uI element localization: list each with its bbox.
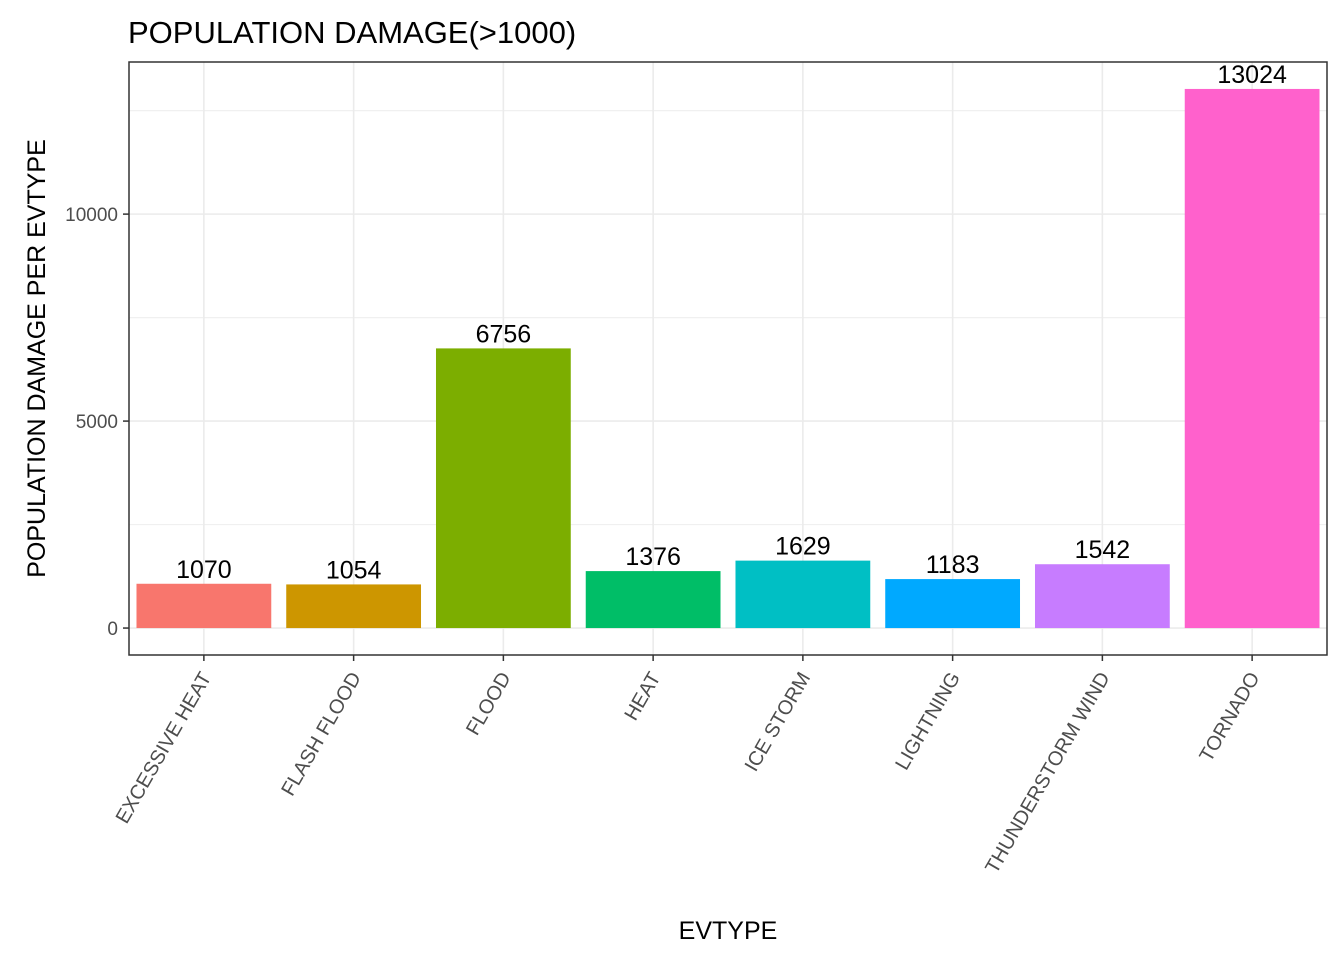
bar [286, 584, 422, 629]
bars [136, 88, 1320, 629]
y-axis: 0 5000 10000 [65, 205, 129, 640]
x-axis: EXCESSIVE HEAT FLASH FLOOD FLOOD HEAT ICE ST… [112, 655, 1265, 878]
bar [585, 571, 721, 629]
grid-minor [129, 110, 1327, 526]
x-tick-label: ICE STORM [741, 669, 815, 776]
panel-border [128, 61, 1328, 656]
x-tick-label: THUNDERSTORM WIND [981, 669, 1114, 878]
bar [1184, 88, 1320, 629]
bar [735, 560, 871, 629]
bar [435, 348, 571, 629]
y-tick-label: 0 [107, 619, 118, 640]
bar [1034, 564, 1170, 629]
x-tick-label: FLOOD [462, 669, 516, 740]
x-tick-label: LIGHTNING [891, 669, 965, 774]
x-tick-label: FLASH FLOOD [277, 669, 366, 800]
bar-label: 6756 [476, 320, 532, 348]
plot-panel: 1070 1054 6756 1376 1629 1183 1542 13024 [128, 61, 1328, 656]
bar-label: 1629 [775, 533, 831, 561]
bar-label: 1054 [326, 556, 382, 584]
bar-label: 1183 [926, 551, 980, 579]
bar [885, 579, 1021, 629]
bar-label: 1542 [1075, 536, 1131, 564]
chart-title: POPULATION DAMAGE(>1000) [128, 15, 576, 50]
x-tick-label: EXCESSIVE HEAT [112, 669, 216, 828]
y-tick-label: 5000 [76, 412, 118, 433]
y-tick-label: 10000 [65, 205, 118, 226]
x-tick-label: HEAT [620, 669, 665, 725]
y-axis-title: POPULATION DAMAGE PER EVTYPE [23, 139, 51, 578]
bar-label: 13024 [1217, 61, 1287, 89]
x-tick-label: TORNADO [1196, 669, 1265, 766]
bar [136, 583, 272, 629]
bar-label: 1070 [176, 556, 232, 584]
bar-label: 1376 [625, 543, 681, 571]
x-axis-title: EVTYPE [679, 917, 778, 945]
bar-labels: 1070 1054 6756 1376 1629 1183 1542 13024 [176, 61, 1287, 584]
